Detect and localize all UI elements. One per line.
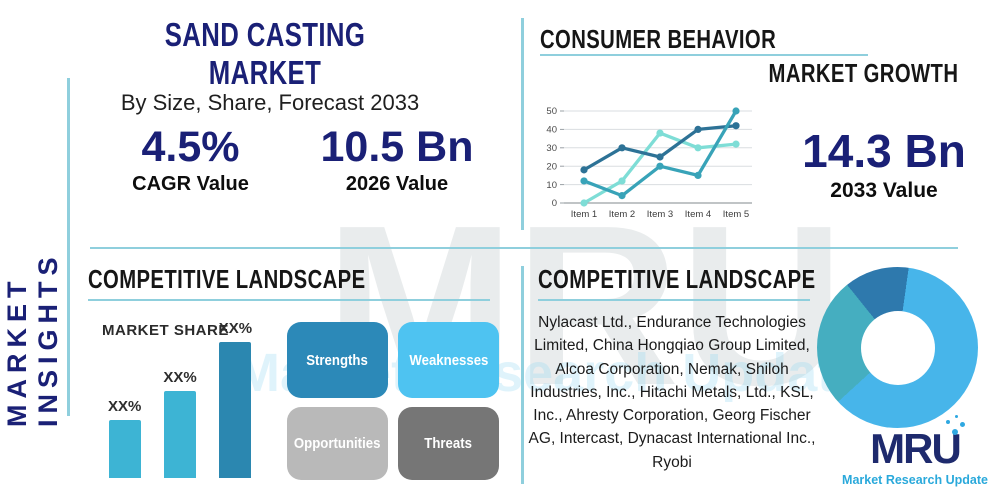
y-tick-label: 30 xyxy=(546,143,557,154)
stat-2033-value: 14.3 Bn xyxy=(802,125,966,177)
page-title: SAND CASTING MARKET xyxy=(95,16,435,92)
vertical-divider-top-right xyxy=(521,18,524,230)
swot-weaknesses-label: Weaknesses xyxy=(408,351,489,369)
stat-2026-label: 2026 Value xyxy=(345,173,449,196)
series-dark-blue-point xyxy=(580,166,588,174)
market-share-label: MARKET SHARE xyxy=(102,322,229,339)
x-tick-label: Item 2 xyxy=(609,209,635,220)
consumer-behavior-text: CONSUMER BEHAVIOR xyxy=(540,24,777,54)
series-teal-point xyxy=(618,192,626,200)
series-teal-point xyxy=(580,177,588,185)
market-growth-text: MARKET GROWTH xyxy=(768,58,958,88)
series-teal-line xyxy=(582,109,738,198)
swot-strengths-box: Strengths xyxy=(287,322,388,398)
series-light-teal-point xyxy=(656,129,664,137)
series-dark-blue-point xyxy=(732,122,740,130)
stat-cagr-value: 4.5% xyxy=(141,123,240,171)
bar xyxy=(219,342,252,478)
stat-2026-value: 10.5 Bn xyxy=(320,123,474,171)
horizontal-divider xyxy=(90,247,958,249)
logo-splash-dot xyxy=(946,420,950,424)
bar-value-label: XX% xyxy=(218,320,253,337)
series-light-teal-point xyxy=(580,199,588,207)
companies-list-text: Nylacast Ltd., Endurance Technologies Li… xyxy=(528,314,816,471)
bar xyxy=(108,420,141,478)
stat-cagr: 4.5% CAGR Value xyxy=(108,123,273,196)
stat-cagr-label: CAGR Value xyxy=(132,173,249,196)
market-share-bar-group: XX% xyxy=(219,320,252,478)
swot-threats-label: Threats xyxy=(424,435,473,452)
line-chart: 0 10 20 30 40 50 Item 1 Item 2 Item 3 Item 4 Item … xyxy=(540,103,756,228)
market-share-bar-chart: XX% XX% XX% xyxy=(108,306,252,478)
brand-logo-tagline: Market Research Update xyxy=(842,473,988,487)
bar-value-label: XX% xyxy=(163,369,197,386)
x-tick-label: Item 3 xyxy=(647,209,673,220)
y-tick-label: 10 xyxy=(546,180,557,191)
vertical-divider-left xyxy=(67,78,70,416)
section-title-market-growth: MARKET GROWTH xyxy=(700,58,958,89)
stat-2026: 10.5 Bn 2026 Value xyxy=(298,123,496,196)
donut-chart xyxy=(817,267,978,428)
y-tick-label: 20 xyxy=(546,161,557,172)
series-dark-blue-point xyxy=(694,125,702,133)
series-dark-blue-point xyxy=(656,153,664,161)
y-tick-label: 50 xyxy=(546,106,557,117)
y-tick-label: 0 xyxy=(552,198,557,209)
section-title-consumer-behavior: CONSUMER BEHAVIOR xyxy=(540,24,843,55)
vertical-divider-bottom-right xyxy=(521,266,524,484)
series-light-teal-point xyxy=(694,144,702,152)
swot-opportunities-label: Opportunities xyxy=(294,435,381,452)
consumer-behavior-underline xyxy=(540,54,868,56)
section-title-competitive-landscape-left: COMPETITIVE LANDSCAPE xyxy=(88,264,444,295)
x-tick-label: Item 5 xyxy=(723,209,749,220)
series-dark-blue-point xyxy=(618,144,626,152)
market-share-bar-group: XX% xyxy=(108,398,141,478)
x-tick-label: Item 4 xyxy=(685,209,711,220)
stat-2033-label: 2033 Value xyxy=(830,178,938,202)
series-teal-point xyxy=(732,107,740,115)
competitive-landscape-right-text: COMPETITIVE LANDSCAPE xyxy=(538,264,816,294)
page-subtitle: By Size, Share, Forecast 2033 xyxy=(120,90,420,115)
swot-opportunities-box: Opportunities xyxy=(287,407,388,480)
logo-splash-dot xyxy=(960,422,965,427)
brand-logo-text: MRU xyxy=(870,425,962,472)
stat-2033: 14.3 Bn 2033 Value xyxy=(788,126,980,203)
logo-splash-dot xyxy=(955,415,958,418)
bar-value-label: XX% xyxy=(108,398,142,415)
series-teal-point xyxy=(694,171,702,179)
swot-weaknesses-box: Weaknesses xyxy=(398,322,499,398)
vertical-banner-title: MARKET INSIGHTS xyxy=(2,251,63,427)
page-title-text: SAND CASTING MARKET xyxy=(164,16,366,91)
bar xyxy=(164,391,197,478)
competitive-left-underline xyxy=(88,299,490,301)
series-teal-point xyxy=(656,162,664,170)
section-title-competitive-landscape-right: COMPETITIVE LANDSCAPE xyxy=(538,264,894,295)
donut-chart-hole xyxy=(860,310,935,385)
logo-splash-dot xyxy=(952,429,958,435)
brand-logo: MRU Market Research Update xyxy=(836,415,994,487)
x-tick-label: Item 1 xyxy=(571,209,597,220)
swot-threats-box: Threats xyxy=(398,407,499,480)
series-light-teal-point xyxy=(732,140,740,148)
competitive-right-underline xyxy=(538,299,810,301)
series-light-teal-point xyxy=(618,177,626,185)
market-share-bar-group: XX% xyxy=(163,369,197,478)
swot-strengths-label: Strengths xyxy=(306,351,369,369)
y-tick-label: 40 xyxy=(546,125,557,136)
competitive-landscape-left-text: COMPETITIVE LANDSCAPE xyxy=(88,264,366,294)
line-chart-svg: 0 10 20 30 40 50 Item 1 Item 2 Item 3 Item 4 Item … xyxy=(546,106,752,220)
